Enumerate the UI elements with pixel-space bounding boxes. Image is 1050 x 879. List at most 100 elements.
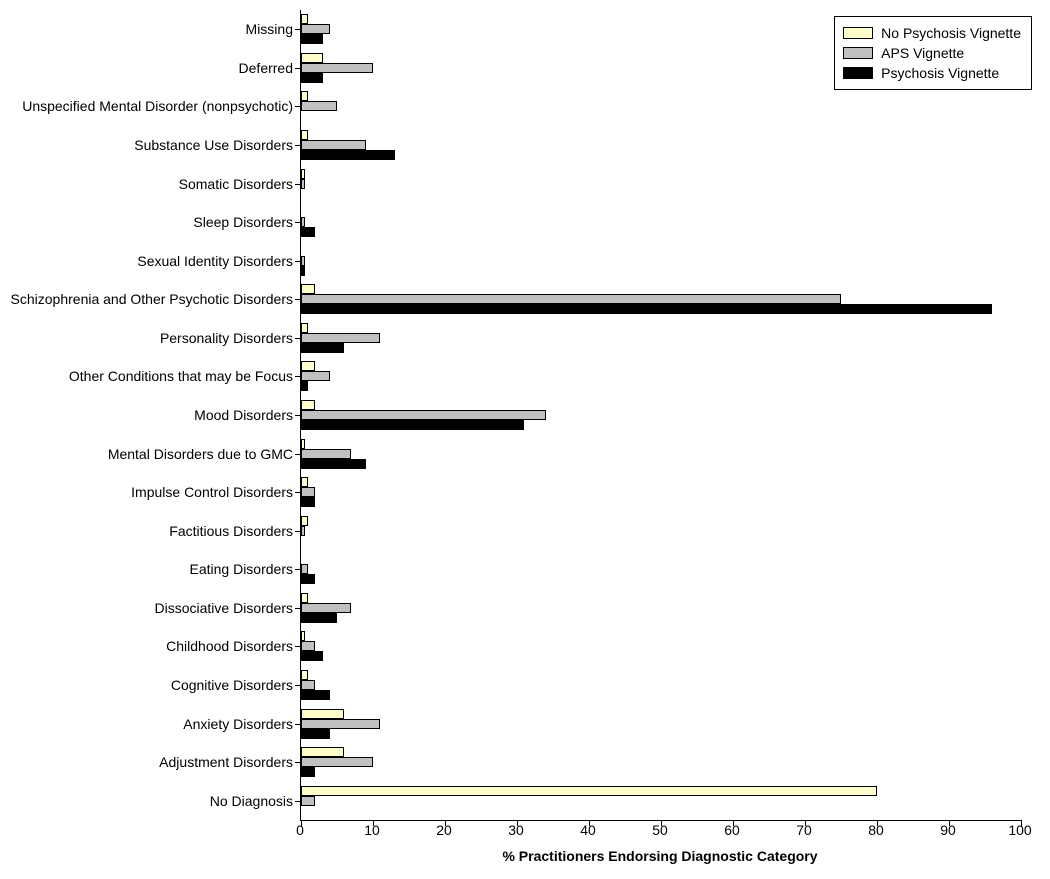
bar-psychosis [301,150,395,160]
x-tick-label: 30 [508,822,524,838]
bar-psychosis [301,459,366,469]
bar-aps [301,719,380,729]
category-label: Personality Disorders [160,330,293,346]
bar-no_psychosis [301,477,308,487]
x-tick-label: 50 [652,822,668,838]
bar-aps [301,217,305,227]
legend-row: APS Vignette [843,43,1021,63]
bar-aps [301,333,380,343]
category-label: Unspecified Mental Disorder (nonpsychoti… [22,98,293,114]
bar-aps [301,294,841,304]
bar-no_psychosis [301,14,308,24]
bar-aps [301,140,366,150]
x-tick-label: 20 [436,822,452,838]
bar-no_psychosis [301,284,315,294]
category-label: Adjustment Disorders [159,754,293,770]
legend-swatch [843,47,873,59]
bar-no_psychosis [301,786,877,796]
category-label: Mental Disorders due to GMC [108,446,293,462]
bar-aps [301,526,305,536]
bar-no_psychosis [301,439,305,449]
bar-no_psychosis [301,516,308,526]
bar-psychosis [301,34,323,44]
x-tick-label: 90 [940,822,956,838]
bar-psychosis [301,304,992,314]
category-label: Anxiety Disorders [183,716,293,732]
x-tick-label: 40 [580,822,596,838]
legend-row: Psychosis Vignette [843,63,1021,83]
category-label: Eating Disorders [190,561,294,577]
bar-aps [301,101,337,111]
category-label: Sleep Disorders [193,214,293,230]
bar-no_psychosis [301,400,315,410]
category-label: Schizophrenia and Other Psychotic Disord… [11,291,293,307]
bar-psychosis [301,613,337,623]
x-tick-label: 70 [796,822,812,838]
x-tick-label: 80 [868,822,884,838]
bar-psychosis [301,381,308,391]
bar-psychosis [301,227,315,237]
category-label: Deferred [239,60,293,76]
legend-label: Psychosis Vignette [881,65,999,81]
bar-no_psychosis [301,593,308,603]
bar-psychosis [301,420,524,430]
bar-no_psychosis [301,670,308,680]
x-tick-label: 60 [724,822,740,838]
x-tick-label: 100 [1008,822,1031,838]
category-label: Mood Disorders [194,407,293,423]
bar-no_psychosis [301,631,305,641]
x-tick-label: 0 [296,822,304,838]
x-axis-label: % Practitioners Endorsing Diagnostic Cat… [300,848,1020,864]
bar-aps [301,641,315,651]
bar-psychosis [301,73,323,83]
category-label: Missing [246,21,293,37]
bar-aps [301,410,546,420]
bar-no_psychosis [301,169,305,179]
bar-aps [301,24,330,34]
bar-psychosis [301,574,315,584]
category-label: Other Conditions that may be Focus [69,368,293,384]
legend-swatch [843,27,873,39]
category-label: Impulse Control Disorders [131,484,293,500]
bar-aps [301,449,351,459]
bar-aps [301,487,315,497]
bar-aps [301,256,305,266]
bar-psychosis [301,729,330,739]
x-tick-label: 10 [364,822,380,838]
category-label: No Diagnosis [210,793,293,809]
bar-no_psychosis [301,91,308,101]
bar-aps [301,757,373,767]
category-label: Somatic Disorders [179,176,293,192]
bar-no_psychosis [301,747,344,757]
bar-no_psychosis [301,130,308,140]
bar-aps [301,371,330,381]
category-label: Factitious Disorders [169,523,293,539]
bar-psychosis [301,690,330,700]
legend-swatch [843,67,873,79]
chart-container: % Practitioners Endorsing Diagnostic Cat… [0,0,1050,879]
plot-area [300,10,1021,821]
legend-label: APS Vignette [881,45,964,61]
category-label: Childhood Disorders [166,638,293,654]
bar-no_psychosis [301,323,308,333]
bar-no_psychosis [301,709,344,719]
bar-psychosis [301,343,344,353]
bar-no_psychosis [301,53,323,63]
legend: No Psychosis Vignette APS Vignette Psychos… [834,16,1032,90]
bar-aps [301,796,315,806]
bar-psychosis [301,497,315,507]
bar-aps [301,680,315,690]
bar-psychosis [301,266,305,276]
category-label: Substance Use Disorders [134,137,293,153]
bar-psychosis [301,767,315,777]
category-label: Dissociative Disorders [155,600,293,616]
legend-row: No Psychosis Vignette [843,23,1021,43]
category-label: Cognitive Disorders [171,677,293,693]
category-label: Sexual Identity Disorders [137,253,293,269]
legend-label: No Psychosis Vignette [881,25,1021,41]
bar-aps [301,179,305,189]
bar-aps [301,603,351,613]
bar-psychosis [301,651,323,661]
bar-aps [301,63,373,73]
bar-aps [301,564,308,574]
